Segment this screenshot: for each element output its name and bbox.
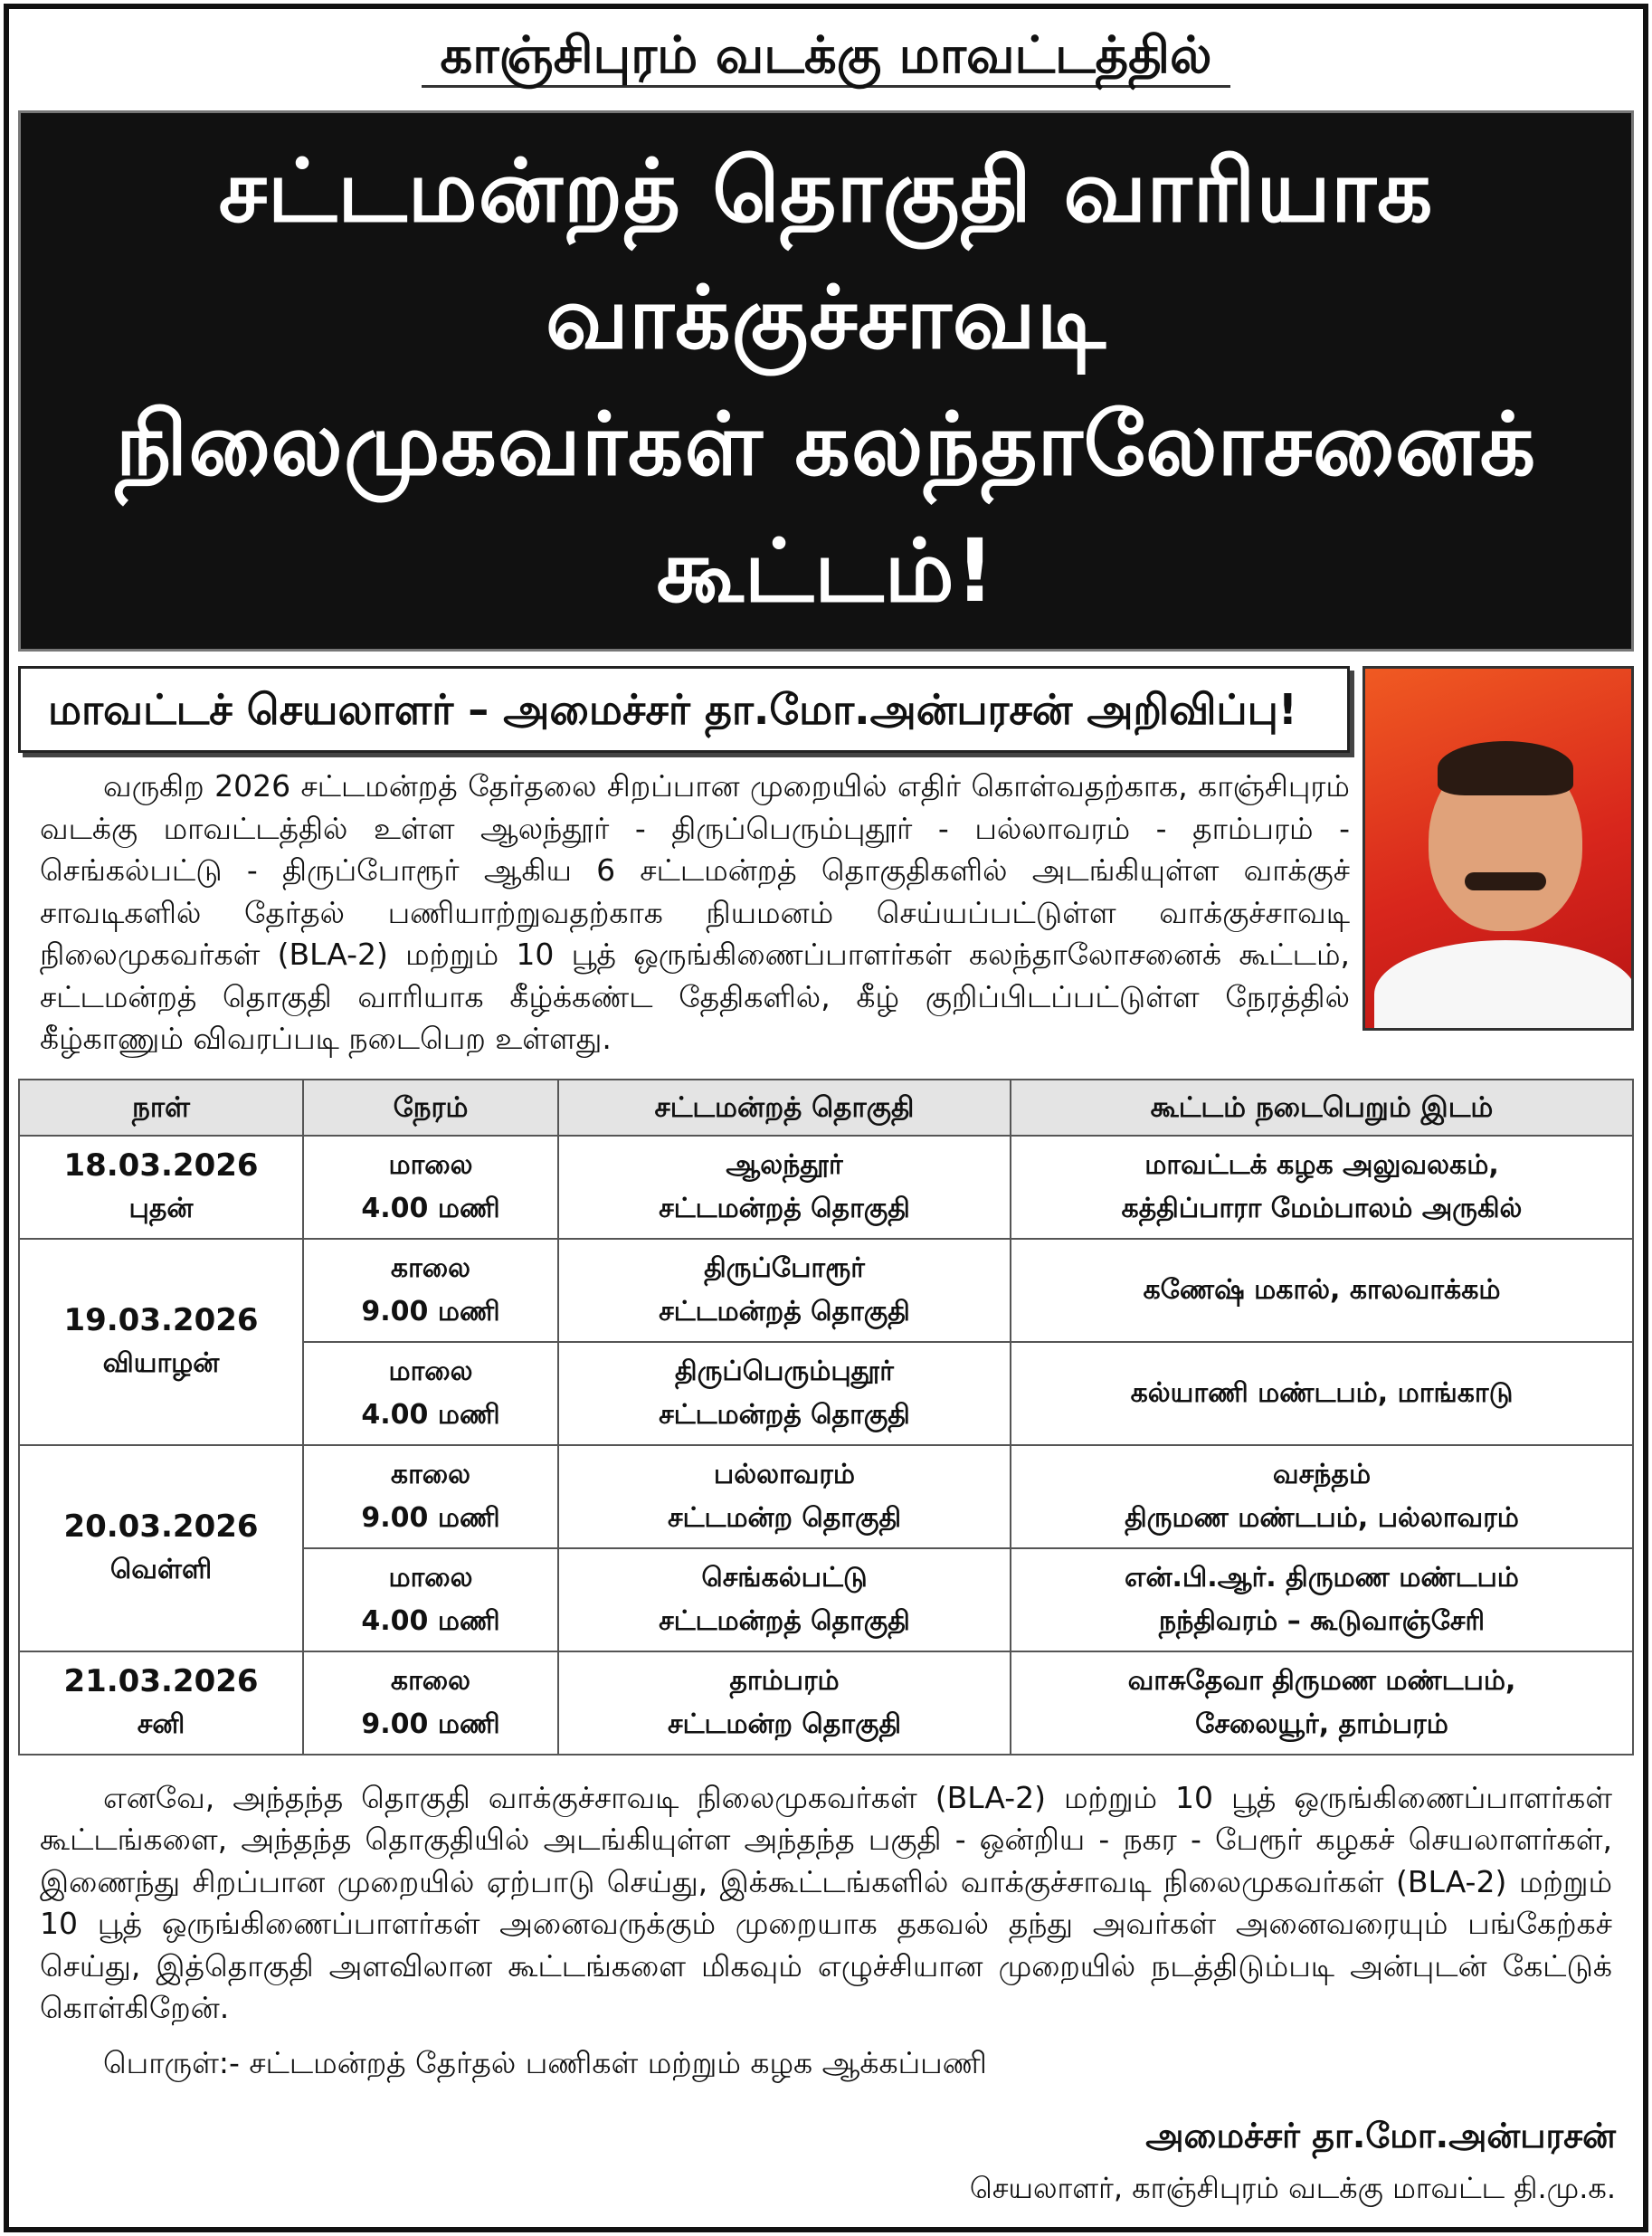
subject-line: பொருள்:- சட்டமன்றத் தேர்தல் பணிகள் மற்று… — [103, 2044, 987, 2080]
venue-cell: மாவட்டக் கழக அலுவலகம், கத்திப்பாரா மேம்பா… — [1010, 1134, 1634, 1240]
period: காலை — [390, 1664, 471, 1697]
time: 4.00 மணி — [361, 1398, 500, 1431]
venue-cell: கல்யாணி மண்டபம், மாங்காடு — [1010, 1340, 1634, 1446]
date-cell: 19.03.2026 வியாழன் — [18, 1237, 304, 1446]
time: 9.00 மணி — [361, 1708, 500, 1740]
venue-cell: வாசுதேவா திருமண மண்டபம், சேலையூர், தாம்பர… — [1010, 1650, 1634, 1755]
constituency: தாம்பரம் — [729, 1664, 840, 1697]
signature-name: அமைச்சர் தா.மோ.அன்பரசன் — [1145, 2115, 1616, 2155]
district-title: காஞ்சிபுரம் வடக்கு மாவட்டத்தில் — [18, 20, 1634, 92]
day: புதன் — [128, 1192, 194, 1224]
venue-line: என்.பி.ஆர். திருமண மண்டபம் — [1125, 1561, 1519, 1594]
period: மாலை — [388, 1355, 473, 1387]
constituency-suffix: சட்டமன்றத் தொகுதி — [659, 1295, 910, 1327]
announcement-subtitle: மாவட்டச் செயலாளர் – அமைச்சர் தா.மோ.அன்பர… — [18, 666, 1350, 753]
day: வெள்ளி — [109, 1553, 213, 1585]
date: 18.03.2026 — [63, 1147, 259, 1184]
date: 20.03.2026 — [63, 1508, 259, 1545]
header-venue: கூட்டம் நடைபெறும் இடம் — [1010, 1078, 1634, 1137]
schedule-table: நாள் நேரம் சட்டமன்றத் தொகுதி கூட்டம் நடை… — [18, 1078, 1634, 1755]
intro-text-column: மாவட்டச் செயலாளர் – அமைச்சர் தா.மோ.அன்பர… — [18, 666, 1350, 1061]
time-cell: மாலை 4.00 மணி — [302, 1340, 559, 1446]
date-cell: 20.03.2026 வெள்ளி — [18, 1443, 304, 1652]
period: காலை — [390, 1251, 471, 1284]
venue-line: திருமண மண்டபம், பல்லாவரம் — [1125, 1501, 1519, 1534]
venue-line: கத்திப்பாரா மேம்பாலம் அருகில் — [1121, 1192, 1523, 1224]
venue-line: வசந்தம் — [1272, 1458, 1372, 1490]
headline-banner: சட்டமன்றத் தொகுதி வாரியாக வாக்குச்சாவடி … — [18, 110, 1634, 652]
constituency-cell: திருப்போரூர் சட்டமன்றத் தொகுதி — [557, 1237, 1011, 1343]
constituency: ஆலந்தூர் — [726, 1148, 843, 1181]
date: 21.03.2026 — [63, 1662, 259, 1699]
venue-line: கல்யாணி மண்டபம், மாங்காடு — [1130, 1376, 1514, 1409]
venue-cell: என்.பி.ஆர். திருமண மண்டபம் நந்திவரம் – கூ… — [1010, 1546, 1634, 1652]
time: 9.00 மணி — [361, 1295, 500, 1327]
time: 4.00 மணி — [361, 1192, 500, 1224]
period: மாலை — [388, 1561, 473, 1594]
constituency-suffix: சட்டமன்ற தொகுதி — [667, 1708, 902, 1740]
period: மாலை — [388, 1148, 473, 1181]
time-cell: காலை 9.00 மணி — [302, 1237, 559, 1343]
table-row: 20.03.2026 வெள்ளி காலை 9.00 மணி பல்லாவரம் ச… — [18, 1443, 1634, 1652]
closing-paragraph: எனவே, அந்தந்த தொகுதி வாக்குச்சாவடி நிலைம… — [40, 1779, 1613, 2026]
header-constituency: சட்டமன்றத் தொகுதி — [557, 1078, 1011, 1137]
constituency-cell: செங்கல்பட்டு சட்டமன்றத் தொகுதி — [557, 1546, 1011, 1652]
header-time: நேரம் — [302, 1078, 559, 1137]
page-border: காஞ்சிபுரம் வடக்கு மாவட்டத்தில் சட்டமன்ற… — [4, 4, 1648, 2232]
constituency: திருப்பெரும்புதூர் — [675, 1355, 894, 1387]
time-cell: மாலை 4.00 மணி — [302, 1134, 559, 1240]
headline-line-1: சட்டமன்றத் தொகுதி வாரியாக வாக்குச்சாவடி — [218, 140, 1434, 368]
time-cell: காலை 9.00 மணி — [302, 1443, 559, 1549]
headline-line-2: நிலைமுகவர்கள் கலந்தாலோசனைக் கூட்டம்! — [115, 394, 1537, 622]
constituency: திருப்போரூர் — [704, 1251, 865, 1284]
signature-designation: செயலாளர், காஞ்சிபுரம் வடக்கு மாவட்ட தி.ம… — [969, 2170, 1616, 2205]
table-row: 18.03.2026 புதன் மாலை 4.00 மணி ஆலந்தூர் சட்… — [18, 1134, 1634, 1240]
time-cell: மாலை 4.00 மணி — [302, 1546, 559, 1652]
period: காலை — [390, 1458, 471, 1490]
venue-line: கணேஷ் மகால், காலவாக்கம் — [1143, 1273, 1501, 1306]
day: சனி — [137, 1708, 185, 1740]
constituency: செங்கல்பட்டு — [701, 1561, 868, 1594]
date-cell: 18.03.2026 புதன் — [18, 1134, 304, 1240]
table-row: மாலை 4.00 மணி திருப்பெரும்புதூர் சட்டமன்றத… — [19, 1340, 1634, 1446]
date-cell: 21.03.2026 சனி — [18, 1650, 304, 1755]
venue-line: வாசுதேவா திருமண மண்டபம், — [1127, 1664, 1516, 1697]
minister-photo — [1362, 666, 1634, 1031]
constituency-cell: திருப்பெரும்புதூர் சட்டமன்றத் தொகுதி — [557, 1340, 1011, 1446]
intro-section: மாவட்டச் செயலாளர் – அமைச்சர் தா.மோ.அன்பர… — [18, 666, 1634, 1061]
date: 19.03.2026 — [63, 1301, 259, 1338]
constituency-cell: ஆலந்தூர் சட்டமன்றத் தொகுதி — [557, 1134, 1011, 1240]
constituency-suffix: சட்டமன்ற தொகுதி — [667, 1501, 902, 1534]
table-row: மாலை 4.00 மணி செங்கல்பட்டு சட்டமன்றத் தொகு… — [19, 1546, 1634, 1652]
venue-cell: வசந்தம் திருமண மண்டபம், பல்லாவரம் — [1010, 1443, 1634, 1549]
constituency-cell: பல்லாவரம் சட்டமன்ற தொகுதி — [557, 1443, 1011, 1549]
venue-line: சேலையூர், தாம்பரம் — [1195, 1708, 1448, 1740]
constituency-suffix: சட்டமன்றத் தொகுதி — [659, 1604, 910, 1637]
venue-line: மாவட்டக் கழக அலுவலகம், — [1144, 1148, 1499, 1181]
constituency-suffix: சட்டமன்றத் தொகுதி — [659, 1192, 910, 1224]
venue-cell: கணேஷ் மகால், காலவாக்கம் — [1010, 1237, 1634, 1343]
day: வியாழன் — [102, 1346, 220, 1379]
table-row: 21.03.2026 சனி காலை 9.00 மணி தாம்பரம் சட்டம… — [18, 1650, 1634, 1755]
table-header-row: நாள் நேரம் சட்டமன்றத் தொகுதி கூட்டம் நடை… — [18, 1078, 1634, 1137]
table-row: 19.03.2026 வியாழன் காலை 9.00 மணி திருப்போர… — [18, 1237, 1634, 1446]
time-cell: காலை 9.00 மணி — [302, 1650, 559, 1755]
constituency: பல்லாவரம் — [713, 1458, 856, 1490]
district-title-text: காஞ்சிபுரம் வடக்கு மாவட்டத்தில் — [422, 26, 1230, 88]
time: 9.00 மணி — [361, 1501, 500, 1534]
time: 4.00 மணி — [361, 1604, 500, 1637]
constituency-cell: தாம்பரம் சட்டமன்ற தொகுதி — [557, 1650, 1011, 1755]
venue-line: நந்திவரம் – கூடுவாஞ்சேரி — [1158, 1604, 1486, 1637]
intro-paragraph: வருகிற 2026 சட்டமன்றத் தேர்தலை சிறப்பான … — [40, 768, 1350, 1056]
constituency-suffix: சட்டமன்றத் தொகுதி — [659, 1398, 910, 1431]
header-date: நாள் — [18, 1078, 304, 1137]
